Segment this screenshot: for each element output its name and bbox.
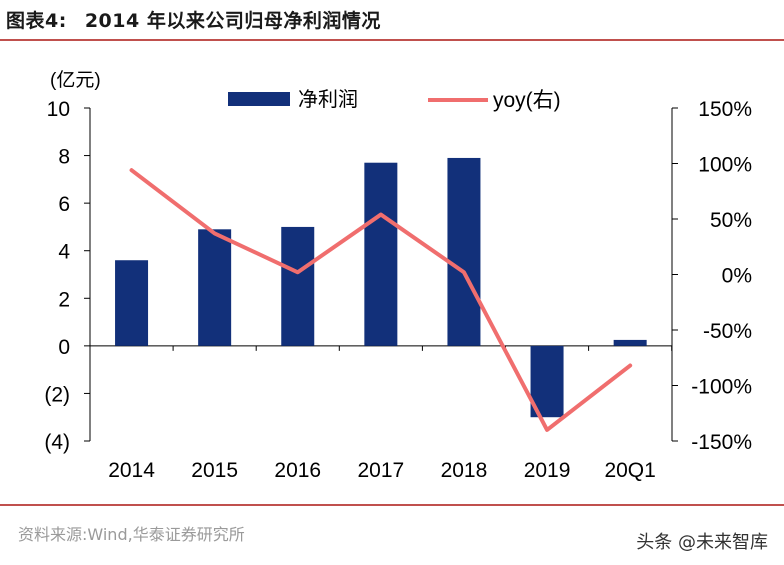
yoy-point	[463, 271, 465, 273]
legend-line-label: yoy(右)	[493, 89, 561, 112]
figure-label: 图表4:	[6, 10, 67, 32]
net-profit-bar	[447, 157, 481, 346]
net-profit-bar	[613, 339, 647, 346]
right-tick-label: 100%	[698, 154, 752, 177]
category-label: 2016	[274, 459, 321, 482]
yoy-point	[297, 271, 299, 273]
left-tick-label: (4)	[44, 431, 70, 454]
left-tick-label: 8	[58, 146, 70, 169]
left-axis-unit: (亿元)	[50, 69, 101, 91]
left-tick-label: 4	[58, 241, 70, 264]
right-tick-label: -100%	[691, 376, 752, 399]
watermark: 头条 @未来智库	[636, 532, 768, 553]
category-label: 2017	[357, 459, 404, 482]
net-profit-bar	[115, 260, 149, 346]
right-tick-label: 0%	[722, 265, 752, 288]
left-tick-label: (2)	[44, 383, 70, 406]
right-tick-label: -50%	[703, 320, 752, 343]
footer-divider	[0, 504, 784, 506]
category-label: 2015	[191, 459, 238, 482]
left-tick-label: 2	[58, 288, 70, 311]
yoy-point	[214, 232, 216, 234]
title-divider	[0, 39, 784, 41]
right-tick-label: 150%	[698, 98, 752, 121]
category-label: 20Q1	[604, 459, 655, 482]
yoy-point	[380, 214, 382, 216]
yoy-point	[629, 365, 631, 367]
left-tick-label: 10	[47, 98, 70, 121]
legend-bar-label: 净利润	[298, 88, 358, 111]
figure-title-text: 2014 年以来公司归母净利润情况	[84, 10, 381, 32]
figure-title: 图表4: 2014 年以来公司归母净利润情况	[6, 6, 381, 33]
net-profit-bar	[364, 162, 398, 346]
category-label: 2018	[441, 459, 488, 482]
left-tick-label: 6	[58, 193, 70, 216]
left-tick-label: 0	[58, 336, 70, 359]
net-profit-chart: 10 8 6 4 2 0 (2) (4) (亿元) 150% 100% 50% 0% -50% -100% -…	[44, 69, 752, 482]
net-profit-bar	[281, 226, 315, 346]
right-tick-label: 50%	[710, 209, 752, 232]
yoy-point	[546, 429, 548, 431]
yoy-point	[131, 169, 133, 171]
category-label: 2014	[108, 459, 155, 482]
legend-bar-swatch	[228, 92, 290, 106]
category-label: 2019	[524, 459, 571, 482]
source-note: 资料来源:Wind,华泰证券研究所	[18, 525, 245, 544]
net-profit-bar	[198, 229, 232, 346]
right-tick-label: -150%	[691, 431, 752, 454]
